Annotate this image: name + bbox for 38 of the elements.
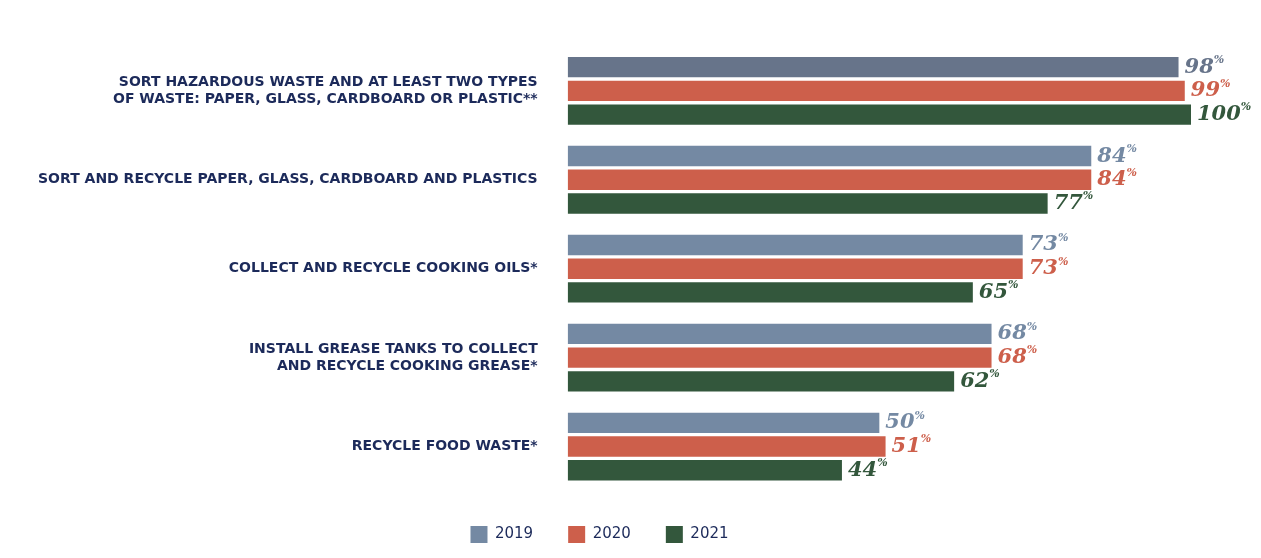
data-label: 99%: [1190, 76, 1231, 102]
bar: [567, 234, 1023, 256]
bar: [567, 193, 1048, 214]
data-label: 100%: [1197, 100, 1252, 126]
data-label: 73%: [1028, 254, 1069, 280]
bar: [567, 56, 1179, 78]
data-label: 73%: [1028, 230, 1069, 256]
bar: [567, 347, 992, 368]
bar: [567, 282, 973, 303]
bar: [567, 460, 842, 481]
bar: [567, 258, 1023, 279]
data-label: 51%: [891, 431, 932, 457]
bar: [567, 169, 1092, 190]
y-tick-label: SORT HAZARDOUS WASTE AND AT LEAST TWO TYPES OF WASTE: PAPER, GLASS, CARDBOARD OR PLASTIC**: [113, 73, 539, 106]
legend-label: 2021: [690, 524, 729, 543]
data-label: 62%: [960, 366, 1000, 392]
data-label: 77%: [1053, 188, 1094, 214]
legend-label: 2020: [592, 524, 631, 543]
bar: [567, 412, 880, 434]
data-label: 68%: [997, 343, 1038, 369]
y-tick-label: RECYCLE FOOD WASTE*: [351, 437, 539, 454]
data-label: 50%: [885, 408, 926, 434]
data-label: 98%: [1184, 52, 1225, 78]
y-tick-label: SORT AND RECYCLE PAPER, GLASS, CARDBOARD AND PLASTICS: [37, 170, 538, 187]
y-tick-label: INSTALL GREASE TANKS TO COLLECT AND RECYCLE COOKING GREASE*: [248, 339, 539, 373]
data-label: 84%: [1096, 165, 1137, 191]
data-label: 65%: [978, 277, 1019, 303]
y-tick-label: COLLECT AND RECYCLE COOKING OILS*: [228, 259, 539, 276]
bar: [567, 145, 1092, 167]
data-label: 68%: [997, 319, 1038, 345]
legend-label: 2019: [494, 524, 534, 543]
bar: [567, 371, 955, 392]
bar: [567, 80, 1185, 102]
data-label: 84%: [1096, 141, 1137, 167]
bar: [567, 104, 1191, 125]
bar: [567, 323, 992, 345]
bar: [567, 436, 886, 457]
data-label: 44%: [847, 455, 888, 481]
